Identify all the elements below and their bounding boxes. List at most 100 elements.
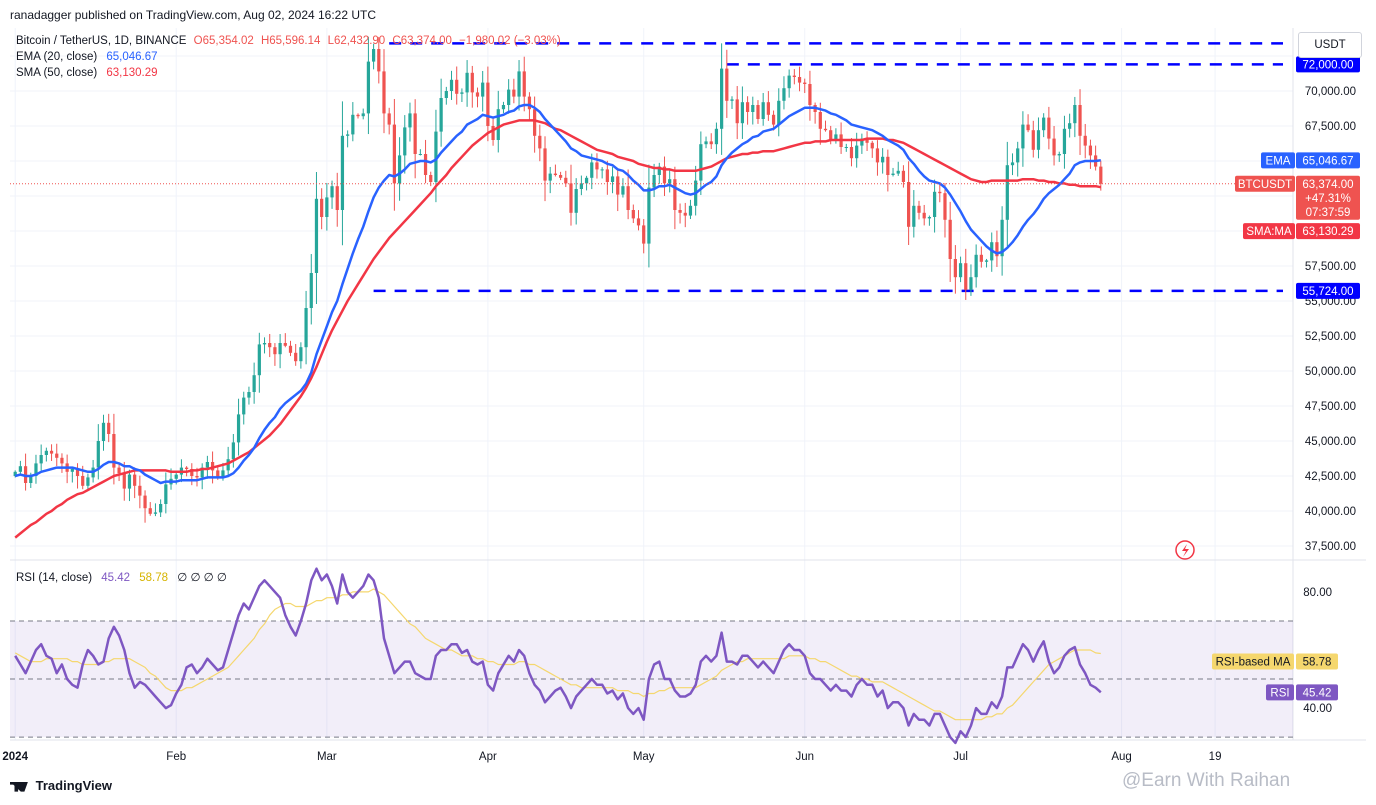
candle-body xyxy=(423,154,428,175)
candle-body xyxy=(107,422,111,434)
candles xyxy=(13,36,1103,523)
ema-legend[interactable]: EMA (20, close) 65,046.67 xyxy=(16,51,158,63)
candle-body xyxy=(138,485,142,496)
candle-body xyxy=(1057,154,1061,156)
time-tick-label: Jul xyxy=(953,751,968,763)
candle-body xyxy=(636,218,641,226)
candle-body xyxy=(351,114,355,135)
candle-body xyxy=(605,169,609,182)
symbol-legend[interactable]: Bitcoin / TetherUS, 1D, BINANCE O65,354.… xyxy=(16,35,561,47)
candle-body xyxy=(408,113,412,128)
candle-body xyxy=(584,177,589,184)
candle-body xyxy=(210,462,215,471)
last-tag-label: BTCUSDT xyxy=(1238,179,1292,191)
price-tick-label: 50,000.00 xyxy=(1305,366,1356,378)
candle-body xyxy=(44,450,48,455)
moving-averages xyxy=(10,103,1293,539)
rsi-value-bg xyxy=(1296,684,1338,701)
candle-body xyxy=(860,138,864,146)
ohlc-high: H65,596.14 xyxy=(260,35,321,47)
candle-body xyxy=(1068,123,1072,129)
sma-tag-value-bg xyxy=(1296,223,1360,240)
candle-body xyxy=(787,75,791,89)
candle-body xyxy=(865,138,869,143)
candle-body xyxy=(938,191,942,194)
candle-body xyxy=(995,242,999,257)
candle-body xyxy=(236,414,241,443)
candle-body xyxy=(590,162,594,178)
candle-body xyxy=(1036,130,1041,150)
candle-body xyxy=(927,217,932,219)
time-tick-label: 19 xyxy=(1209,751,1222,763)
candle-body xyxy=(143,495,147,509)
price-tick-label: 37,500.00 xyxy=(1305,541,1356,553)
candle-body xyxy=(543,148,547,181)
lightning-icon[interactable] xyxy=(1175,540,1195,560)
candle-body xyxy=(678,210,682,213)
sma-line xyxy=(14,119,1102,539)
candle-body xyxy=(1078,105,1082,136)
candle-body xyxy=(553,173,558,175)
price-tick-label: 67,500.00 xyxy=(1305,121,1356,133)
candle-body xyxy=(631,210,635,219)
candle-body xyxy=(974,254,978,278)
candle-body xyxy=(896,170,900,174)
candle-body xyxy=(501,105,506,110)
candle-body xyxy=(735,99,739,124)
candle-body xyxy=(1062,128,1067,154)
candle-body xyxy=(538,135,542,149)
rsi-label: RSI (14, close) xyxy=(16,572,93,584)
candle-body xyxy=(1047,117,1051,139)
ema-tag-value-bg xyxy=(1296,152,1360,169)
candle-body xyxy=(688,205,693,216)
currency-button[interactable]: USDT xyxy=(1298,32,1362,58)
candle-body xyxy=(533,109,537,136)
candle-body xyxy=(439,98,443,132)
rsi-legend[interactable]: RSI (14, close) 45.42 58.78 ∅ ∅ ∅ ∅ xyxy=(16,570,227,584)
time-tick-label: Feb xyxy=(166,751,186,763)
candle-body xyxy=(917,205,921,213)
candle-body xyxy=(964,263,968,290)
candle-body xyxy=(657,166,661,175)
ema-tag-label-bg xyxy=(1261,152,1295,169)
candle-body xyxy=(1026,124,1030,131)
sma-tag-label-bg xyxy=(1243,223,1295,240)
rsi-tick-label: 80.00 xyxy=(1303,587,1332,599)
rsi-ma-tag-value: 58.78 xyxy=(1303,657,1332,669)
price-tick-label: 55,000.00 xyxy=(1305,296,1356,308)
candle-body xyxy=(886,156,890,175)
candle-body xyxy=(844,147,848,148)
candle-body xyxy=(366,61,371,114)
candle-body xyxy=(164,484,168,504)
sma-legend[interactable]: SMA (50, close) 63,130.29 xyxy=(16,67,158,79)
time-tick-label: May xyxy=(633,751,655,763)
candle-body xyxy=(361,113,365,117)
time-tick-label: 2024 xyxy=(2,751,28,763)
candle-body xyxy=(387,113,391,125)
candle-body xyxy=(803,82,807,84)
candle-body xyxy=(55,453,59,458)
rsi-line xyxy=(14,567,1102,745)
candle-body xyxy=(1052,138,1056,156)
candle-body xyxy=(558,175,563,178)
candle-body xyxy=(709,141,713,145)
candle-body xyxy=(356,114,360,117)
candle-body xyxy=(834,134,838,140)
tradingview-logo[interactable]: TradingView xyxy=(10,778,112,793)
candle-body xyxy=(1073,105,1077,124)
candle-body xyxy=(652,175,656,188)
rsi-extra: ∅ ∅ ∅ ∅ xyxy=(177,572,227,584)
candle-body xyxy=(720,68,724,129)
candle-body xyxy=(823,128,828,131)
price-tags: EMA 65,046.67 BTCUSDT 63,374.00 +47.31% 07:37… xyxy=(1212,56,1360,701)
last-tag-label-bg xyxy=(1235,175,1295,192)
last-tag-box xyxy=(1296,175,1360,220)
time-tick-label: Aug xyxy=(1111,751,1131,763)
ema-line xyxy=(14,103,1101,485)
horizontal-levels xyxy=(373,42,1283,293)
price-tick-label: 47,500.00 xyxy=(1305,401,1356,413)
candle-body xyxy=(517,71,521,97)
candle-body xyxy=(429,175,433,182)
sma-tag-value: 63,130.29 xyxy=(1302,226,1353,238)
